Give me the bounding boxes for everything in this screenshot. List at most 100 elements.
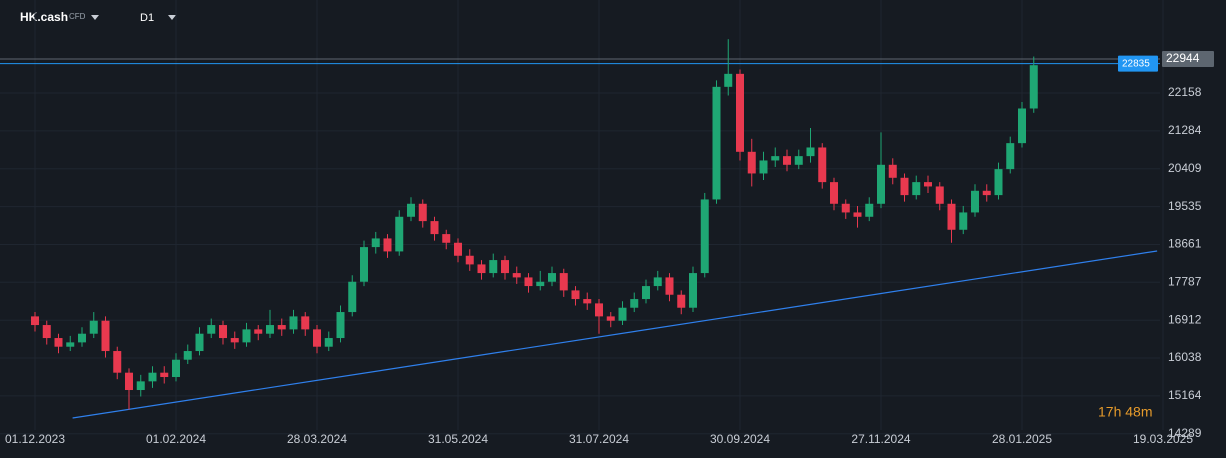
candle-body xyxy=(1029,65,1038,109)
candle-body xyxy=(418,203,427,222)
x-tick-label: 01.12.2023 xyxy=(5,432,65,446)
candle-body xyxy=(759,160,768,174)
candle-body xyxy=(477,264,486,274)
candle-body xyxy=(677,294,686,308)
price-label-box xyxy=(1162,50,1214,67)
candle-body xyxy=(818,147,827,183)
candle-body xyxy=(183,351,192,360)
candle-body xyxy=(994,169,1003,196)
candle-body xyxy=(219,325,227,339)
candle-body xyxy=(935,186,944,204)
instrument-type: CFD xyxy=(69,12,86,21)
candle-body xyxy=(783,156,791,165)
y-tick-label: 22158 xyxy=(1168,85,1202,99)
candle-body xyxy=(888,164,897,178)
candle-body xyxy=(606,316,615,321)
candle-body xyxy=(489,260,498,274)
candle-body xyxy=(971,190,979,213)
candle-body xyxy=(230,338,239,343)
candle-body xyxy=(289,316,298,330)
candle-body xyxy=(665,277,674,295)
candle-body xyxy=(794,156,803,165)
y-tick-label: 19535 xyxy=(1168,199,1202,213)
y-tick-label: 21284 xyxy=(1168,123,1202,137)
countdown: 17h 48m xyxy=(1098,404,1152,420)
x-tick-label: 19.03.2025 xyxy=(1133,432,1193,446)
candle-body xyxy=(78,333,86,343)
candle-body xyxy=(195,333,204,352)
candle-body xyxy=(536,281,545,287)
candle-body xyxy=(524,277,533,287)
candle-body xyxy=(571,290,580,300)
candle-body xyxy=(254,329,263,334)
x-tick-label: 01.02.2024 xyxy=(146,432,206,446)
candle-body xyxy=(1006,143,1015,170)
candle-body xyxy=(724,73,733,87)
candle-body xyxy=(336,312,345,339)
price-label: 22944 xyxy=(1166,51,1200,65)
y-tick-label: 16038 xyxy=(1168,350,1202,364)
candle-body xyxy=(947,203,956,230)
candle-body xyxy=(653,277,662,287)
candle-body xyxy=(912,182,921,196)
candle-body xyxy=(559,273,568,291)
y-tick-label: 17787 xyxy=(1168,274,1202,288)
candle-body xyxy=(865,203,874,217)
candle-body xyxy=(618,307,627,321)
symbol[interactable]: HK.cash xyxy=(20,10,68,24)
candle-body xyxy=(242,329,251,343)
x-tick-label: 28.03.2024 xyxy=(287,432,347,446)
candle-body xyxy=(54,338,63,347)
timeframe[interactable]: D1 xyxy=(140,12,154,24)
y-tick-label: 14289 xyxy=(1168,426,1202,440)
candle-body xyxy=(395,216,404,252)
candle-body xyxy=(160,372,169,378)
candle-body xyxy=(454,242,462,256)
trendline xyxy=(72,250,1158,419)
candle-body xyxy=(841,203,850,213)
candle-body xyxy=(430,221,439,235)
x-tick-label: 31.07.2024 xyxy=(569,432,629,446)
candle-body xyxy=(31,316,39,326)
y-tick-label: 18661 xyxy=(1168,237,1202,251)
x-tick-label: 27.11.2024 xyxy=(851,432,910,446)
candle-body xyxy=(113,351,122,373)
candle-body xyxy=(125,372,133,391)
candle-body xyxy=(501,260,509,274)
y-tick-label: 20409 xyxy=(1168,161,1202,175)
candle-body xyxy=(324,338,333,347)
symbol-dropdown[interactable] xyxy=(91,15,99,20)
candle-body xyxy=(407,203,415,217)
y-tick-label: 15164 xyxy=(1168,388,1202,402)
candle-body xyxy=(900,177,909,196)
candle-body xyxy=(207,325,216,334)
candle-body xyxy=(583,299,592,304)
candle-body xyxy=(700,199,709,274)
candle-body xyxy=(1018,108,1026,144)
candle-body xyxy=(172,359,180,378)
candle-body xyxy=(266,325,274,334)
x-tick-label: 31.05.2024 xyxy=(428,432,488,446)
candle-body xyxy=(148,372,157,382)
x-tick-label: 30.09.2024 xyxy=(710,432,770,446)
candle-body xyxy=(830,182,838,204)
candle-body xyxy=(512,273,521,278)
candle-body xyxy=(548,273,556,282)
timeframe-dropdown[interactable] xyxy=(168,15,176,20)
candle-body xyxy=(877,164,885,204)
x-tick-label: 28.01.2025 xyxy=(992,432,1052,446)
candle-body xyxy=(101,320,110,352)
candle-body xyxy=(712,86,721,200)
candle-body xyxy=(747,151,756,174)
candle-body xyxy=(771,156,780,161)
candle-body xyxy=(313,329,321,347)
price-label: 22835 xyxy=(1122,58,1150,69)
candle-body xyxy=(465,255,474,265)
candle-body xyxy=(442,234,451,243)
candle-body xyxy=(301,316,310,330)
candle-body xyxy=(982,190,991,196)
candle-body xyxy=(89,320,98,334)
candle-body xyxy=(360,247,368,282)
